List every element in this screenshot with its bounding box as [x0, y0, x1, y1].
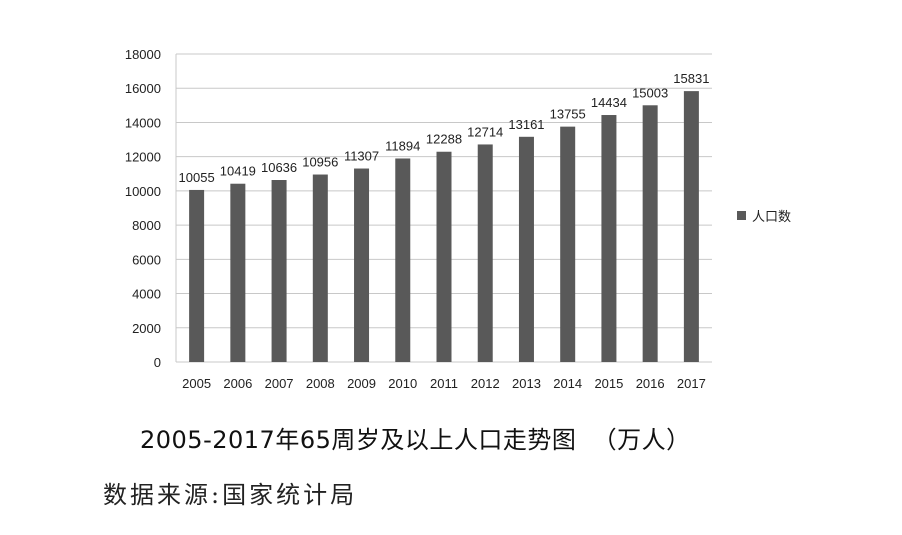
bar — [271, 180, 287, 362]
bar — [312, 174, 328, 362]
data-label: 10636 — [261, 160, 297, 175]
x-tick-label: 2011 — [430, 376, 458, 391]
data-labels: 10055 10419 10636 10956 11307 11894 12288 12714… — [179, 71, 710, 185]
data-label: 13161 — [508, 117, 544, 132]
bar — [230, 183, 246, 362]
data-source: 数据来源:国家统计局 — [103, 481, 358, 509]
x-tick-label: 2015 — [594, 376, 623, 391]
bar — [189, 189, 205, 362]
x-tick-label: 2009 — [347, 376, 376, 391]
bar — [477, 144, 493, 362]
y-tick-label: 2000 — [132, 321, 161, 336]
y-axis-tick-labels: 0 2000 4000 6000 8000 10000 12000 14000 16000 180… — [125, 47, 161, 370]
data-label: 12714 — [467, 124, 503, 139]
y-tick-label: 16000 — [125, 81, 161, 96]
x-tick-label: 2014 — [553, 376, 582, 391]
bar — [601, 115, 617, 362]
bar-series — [189, 91, 699, 363]
y-tick-label: 4000 — [132, 287, 161, 302]
bar — [642, 105, 658, 363]
data-label: 15003 — [632, 85, 668, 100]
data-label: 11894 — [385, 138, 420, 153]
bar — [436, 151, 452, 362]
legend-label: 人口数 — [752, 210, 791, 225]
data-label: 10055 — [179, 170, 215, 185]
bar — [560, 126, 576, 363]
bar — [683, 91, 699, 362]
data-label: 13755 — [550, 107, 586, 122]
x-axis-tick-labels: 2005 2006 2007 2008 2009 2010 2011 2012 2013 2014… — [182, 376, 706, 391]
y-tick-label: 18000 — [125, 47, 161, 62]
y-tick-label: 6000 — [132, 252, 161, 267]
x-tick-label: 2006 — [223, 376, 252, 391]
x-tick-label: 2008 — [306, 376, 335, 391]
x-tick-label: 2010 — [388, 376, 417, 391]
legend-swatch — [737, 211, 746, 220]
y-tick-label: 0 — [154, 355, 161, 370]
bar — [518, 136, 534, 362]
y-tick-label: 8000 — [132, 218, 161, 233]
x-tick-label: 2012 — [471, 376, 500, 391]
bar — [395, 158, 411, 362]
bar — [354, 168, 370, 362]
data-label: 10956 — [302, 155, 338, 170]
y-tick-label: 14000 — [125, 115, 161, 130]
data-label: 11307 — [344, 149, 379, 164]
data-label: 15831 — [673, 71, 709, 86]
data-label: 10419 — [220, 164, 256, 179]
y-tick-label: 10000 — [125, 184, 161, 199]
x-tick-label: 2013 — [512, 376, 541, 391]
x-tick-label: 2007 — [265, 376, 294, 391]
x-tick-label: 2016 — [636, 376, 665, 391]
legend: 人口数 — [737, 210, 791, 225]
x-tick-label: 2005 — [182, 376, 211, 391]
chart-caption: 2005-2017年65周岁及以上人口走势图 （万人） — [140, 426, 691, 454]
y-tick-label: 12000 — [125, 150, 161, 165]
data-label: 12288 — [426, 132, 462, 147]
x-tick-label: 2017 — [677, 376, 706, 391]
bar-chart: 0 2000 4000 6000 8000 10000 12000 14000 16000 180… — [125, 47, 791, 391]
data-label: 14434 — [591, 95, 627, 110]
